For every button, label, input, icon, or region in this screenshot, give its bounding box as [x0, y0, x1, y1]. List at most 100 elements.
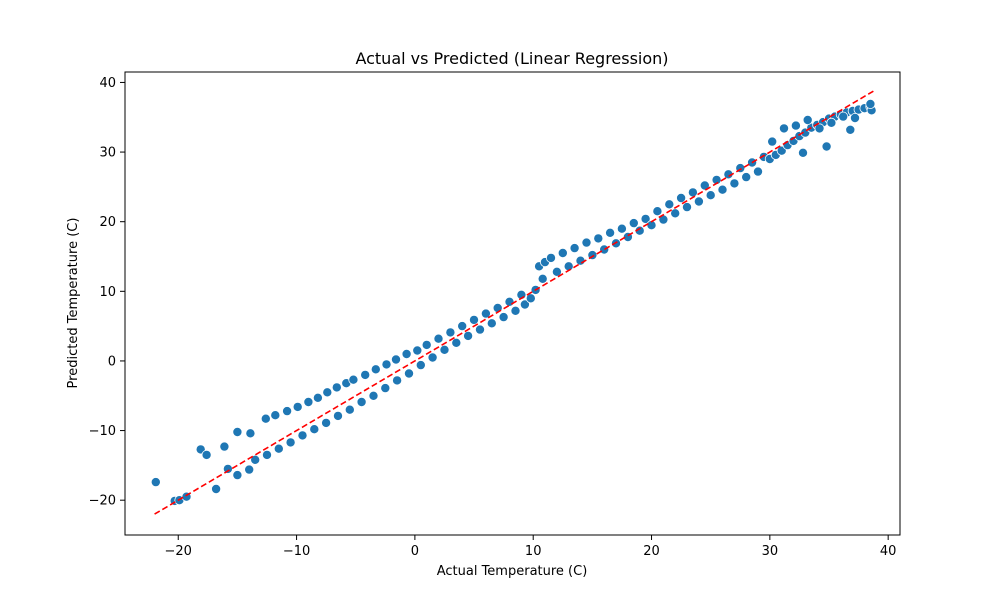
y-tick-label: 10: [99, 285, 116, 300]
x-tick-label: 30: [762, 544, 779, 559]
data-point: [779, 123, 790, 134]
plot-area: [150, 90, 877, 515]
data-point: [260, 413, 271, 424]
data-point: [219, 441, 230, 452]
data-point: [546, 252, 557, 263]
data-point: [403, 368, 414, 379]
chart-title: Actual vs Predicted (Linear Regression): [355, 49, 668, 68]
data-point: [605, 227, 616, 238]
y-tick-label: 30: [99, 146, 116, 161]
data-point: [814, 123, 825, 134]
data-point: [802, 115, 813, 126]
data-point: [504, 296, 515, 307]
y-axis-ticks: −20 −10 0 10 20 30 40: [89, 76, 125, 509]
data-point: [332, 410, 343, 421]
data-point: [519, 299, 530, 310]
data-point: [551, 266, 562, 277]
data-point: [729, 178, 740, 189]
data-point: [303, 396, 314, 407]
data-point: [250, 454, 261, 465]
data-point: [693, 196, 704, 207]
data-point: [150, 477, 161, 488]
data-point: [537, 273, 548, 284]
y-tick-label: 0: [108, 354, 116, 369]
y-tick-label: 40: [99, 76, 116, 91]
x-tick-label: −10: [283, 544, 310, 559]
data-point: [599, 244, 610, 255]
data-point: [821, 141, 832, 152]
data-point: [427, 352, 438, 363]
data-point: [331, 382, 342, 393]
data-point: [457, 321, 468, 332]
data-point: [850, 113, 861, 124]
data-point: [211, 483, 222, 494]
x-tick-label: 10: [525, 544, 542, 559]
data-point: [232, 470, 243, 481]
data-point: [421, 339, 432, 350]
data-point: [261, 449, 272, 460]
data-point: [244, 464, 255, 475]
data-point: [381, 359, 392, 370]
data-point: [616, 223, 627, 234]
data-point: [273, 443, 284, 454]
x-axis-ticks: −20 −10 0 10 20 30 40: [165, 535, 897, 559]
data-point: [370, 364, 381, 375]
data-point: [360, 369, 371, 380]
data-point: [628, 218, 639, 229]
data-point: [741, 172, 752, 183]
data-point: [798, 147, 809, 158]
data-point: [468, 314, 479, 325]
x-tick-label: −20: [165, 544, 192, 559]
data-point: [451, 337, 462, 348]
data-point: [321, 417, 332, 428]
y-axis-label: Predicted Temperature (C): [66, 218, 81, 389]
data-point: [245, 428, 256, 439]
data-point: [687, 187, 698, 198]
data-point: [705, 190, 716, 201]
data-point: [652, 206, 663, 217]
data-point: [664, 199, 675, 210]
data-point: [486, 318, 497, 329]
data-point: [445, 327, 456, 338]
data-point: [682, 202, 693, 213]
data-point: [282, 406, 293, 417]
data-point: [392, 375, 403, 386]
data-point: [676, 192, 687, 203]
data-point: [433, 333, 444, 344]
data-point: [699, 180, 710, 191]
x-tick-label: 20: [643, 544, 660, 559]
data-point: [201, 449, 212, 460]
data-point: [356, 396, 367, 407]
data-point: [368, 390, 379, 401]
data-point: [753, 166, 764, 177]
y-tick-label: −20: [89, 494, 116, 509]
data-point: [510, 305, 521, 316]
x-tick-label: 40: [880, 544, 897, 559]
y-tick-label: 20: [99, 215, 116, 230]
data-point: [285, 437, 296, 448]
data-point: [640, 213, 651, 224]
data-point: [826, 117, 837, 128]
data-point: [525, 293, 536, 304]
data-point: [232, 426, 243, 437]
data-point: [412, 345, 423, 356]
data-point: [270, 410, 281, 421]
data-point: [297, 430, 308, 441]
data-point: [322, 387, 333, 398]
data-point: [581, 237, 592, 248]
data-point: [790, 120, 801, 131]
data-point: [498, 312, 509, 323]
data-point: [439, 344, 450, 355]
data-point: [390, 354, 401, 365]
data-point: [593, 233, 604, 244]
data-point: [380, 383, 391, 394]
x-axis-label: Actual Temperature (C): [437, 564, 588, 579]
data-point: [309, 424, 320, 435]
x-tick-label: 0: [411, 544, 419, 559]
data-point: [312, 392, 323, 403]
data-point: [463, 330, 474, 341]
data-point: [717, 184, 728, 195]
data-point: [569, 243, 580, 254]
data-point: [670, 208, 681, 219]
data-point: [845, 124, 856, 135]
